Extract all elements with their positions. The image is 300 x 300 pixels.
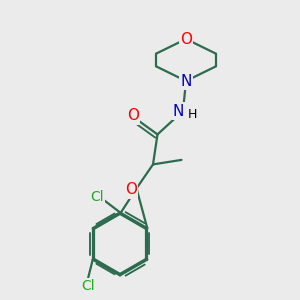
Text: O: O [125, 182, 137, 197]
Text: H: H [188, 108, 197, 121]
Text: N: N [173, 103, 184, 118]
Text: O: O [127, 108, 139, 123]
Text: Cl: Cl [91, 190, 104, 204]
Text: N: N [180, 74, 192, 88]
Text: O: O [180, 32, 192, 46]
Text: Cl: Cl [81, 279, 95, 293]
